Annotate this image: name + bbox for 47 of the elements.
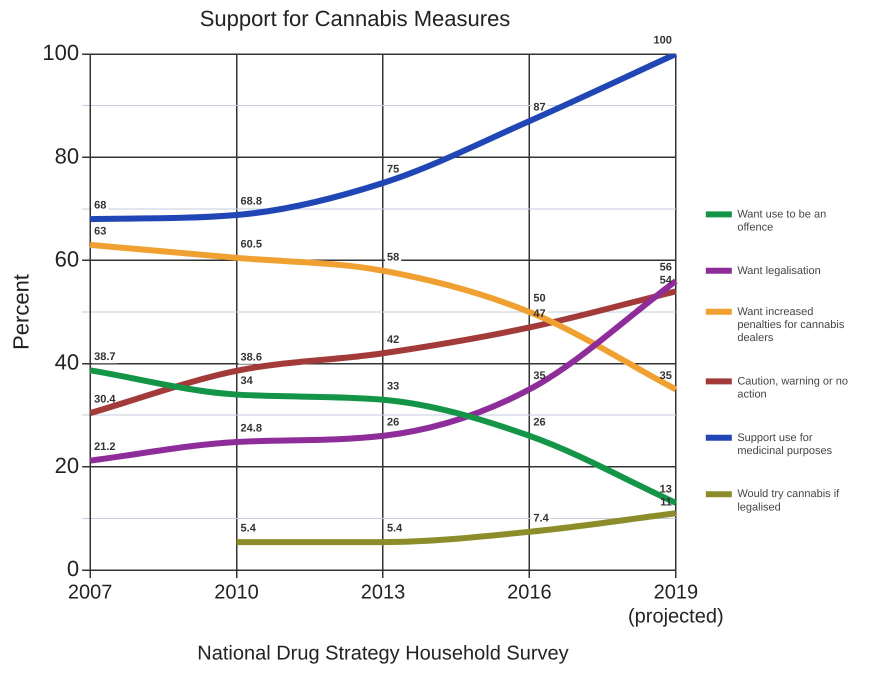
data-label: 87: [533, 102, 546, 114]
legend-label: Want legalisation: [737, 264, 821, 277]
y-axis-title: Percent: [8, 274, 34, 350]
data-label: 50: [533, 292, 546, 305]
x-tick-label: 2013: [360, 582, 406, 604]
y-tick-label: 40: [54, 350, 80, 375]
legend-label: Caution, warning or no action: [737, 375, 848, 401]
data-label: 7.4: [533, 512, 550, 524]
data-label: 24.8: [240, 422, 262, 435]
y-tick-label: 100: [42, 40, 80, 66]
data-label: 60.5: [240, 238, 262, 250]
data-label: 58: [386, 251, 400, 264]
data-label: 34: [240, 375, 254, 388]
legend-label: Want use to be an offence: [737, 208, 826, 234]
x-axis-title: National Drug Strategy Household Survey: [197, 642, 569, 665]
legend-label: Support use for medicinal purposes: [737, 432, 833, 458]
y-tick-label: 60: [54, 246, 80, 272]
data-label: 26: [386, 416, 400, 428]
data-label: 56: [660, 262, 672, 274]
x-tick-label: 2016: [507, 582, 552, 604]
chart-title: Support for Cannabis Measures: [198, 6, 512, 32]
x-tick-label: 2010: [214, 582, 259, 604]
y-tick-label: 0: [66, 556, 80, 582]
legend-label: Want increased penalties for cannabis dealers: [737, 306, 845, 344]
data-label: 35: [660, 370, 672, 382]
data-label: 38.7: [94, 350, 116, 363]
data-label: 35: [533, 370, 546, 382]
data-label: 5.4: [240, 522, 257, 535]
data-label: 21.2: [94, 441, 116, 454]
data-label: 68: [94, 200, 106, 212]
data-label: 42: [386, 334, 400, 346]
data-label: 26: [533, 416, 546, 428]
y-tick-label: 20: [54, 452, 80, 478]
data-label: 5.4: [386, 522, 404, 535]
data-label: 63: [94, 225, 106, 238]
y-tick-label: 80: [54, 143, 80, 168]
x-tick-label: 2019 (projected): [628, 582, 724, 628]
data-label: 68.8: [240, 196, 262, 208]
data-label: 38.6: [240, 351, 262, 364]
data-label: 54: [660, 274, 673, 287]
data-label: 30.4: [94, 394, 116, 406]
data-label: 100: [653, 34, 672, 47]
x-tick-label: 2007: [68, 582, 112, 604]
data-label: 75: [386, 164, 400, 176]
data-label: 13: [660, 483, 672, 496]
data-label: 33: [386, 380, 400, 392]
legend-label: Would try cannabis if legalised: [737, 488, 840, 514]
